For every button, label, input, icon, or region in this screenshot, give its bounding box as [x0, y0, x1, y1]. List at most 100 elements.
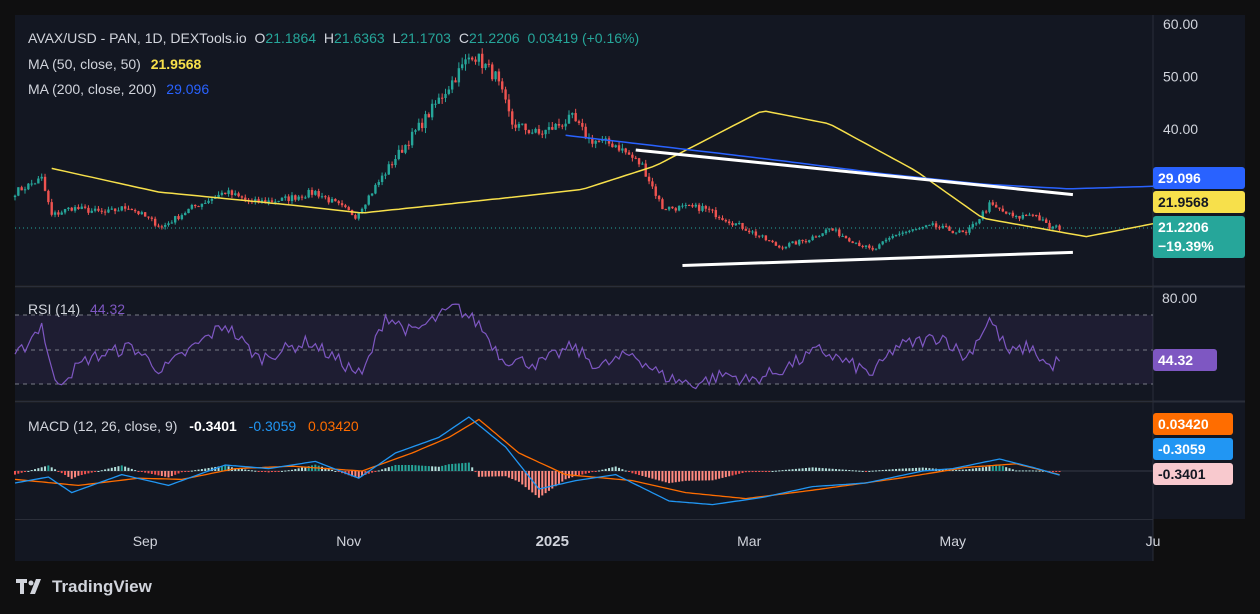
macd-histogram-bar [574, 471, 577, 477]
candle-body [23, 189, 27, 191]
candle-body [310, 189, 314, 195]
candle-body [627, 152, 631, 155]
candle-body [617, 145, 621, 151]
macd-histogram-bar [514, 471, 517, 481]
candle-body [514, 124, 517, 128]
rsi-pane[interactable] [15, 288, 1153, 400]
macd-histogram-bar [691, 471, 694, 481]
macd-histogram-bar [411, 465, 414, 471]
candle-body [1004, 211, 1008, 214]
macd-histogram-bar [127, 467, 130, 471]
macd-histogram-bar [104, 469, 107, 471]
macd-histogram-bar [57, 471, 60, 472]
macd-histogram-bar [117, 466, 120, 471]
signal-value: -0.3059 [248, 418, 297, 434]
macd-histogram-bar [427, 466, 430, 471]
candle-body [657, 195, 661, 200]
macd-histogram-bar [237, 468, 240, 471]
candle-body [347, 207, 350, 211]
rsi-label: RSI (14) [28, 301, 81, 317]
time-axis[interactable] [15, 519, 1153, 561]
rsi-legend[interactable]: RSI (14) 44.32 [28, 300, 125, 318]
upper-trendline[interactable] [635, 148, 1074, 197]
candle-body [631, 154, 634, 158]
candle-body [868, 245, 871, 248]
macd-histogram-bar [44, 466, 47, 471]
macd-histogram-bar [541, 471, 544, 496]
candle-body [20, 187, 23, 191]
macd-histogram-bar [87, 471, 90, 474]
candle-body [911, 229, 914, 231]
macd-legend[interactable]: MACD (12, 26, close, 9) -0.3401 -0.3059 … [28, 417, 359, 435]
candle-body [547, 127, 551, 130]
candle-body [651, 181, 654, 187]
macd-histogram-bar [290, 469, 293, 471]
macd-histogram-bar [297, 468, 300, 471]
candle-body [360, 208, 364, 213]
macd-histogram-bar [1001, 466, 1004, 471]
candle-body [227, 190, 230, 194]
lower-trendline[interactable] [682, 250, 1073, 267]
candle-body [1018, 215, 1021, 219]
candle-body [644, 163, 647, 177]
macd-histogram-bar [391, 466, 394, 471]
ma200-legend[interactable]: MA (200, close, 200) 29.096 [28, 80, 209, 98]
macd-histogram-bar [644, 471, 647, 477]
candle-body [284, 196, 287, 198]
candle-body [327, 197, 330, 203]
candle-body [501, 81, 504, 90]
tradingview-logo[interactable]: TradingView [16, 577, 152, 597]
macd-histogram-bar [437, 466, 440, 471]
candle-body [133, 210, 137, 212]
candle-body [337, 201, 340, 204]
price-tick-label: 50.00 [1163, 69, 1198, 85]
candle-body [297, 196, 300, 200]
candle-body [127, 208, 130, 210]
ma200-line [565, 134, 1154, 190]
candle-body [998, 207, 1001, 209]
ma50-legend[interactable]: MA (50, close, 50) 21.9568 [28, 55, 201, 73]
candle-body [83, 206, 87, 208]
macd-histogram-bar [741, 471, 744, 474]
candle-body [1038, 215, 1041, 221]
macd-histogram-bar [304, 466, 307, 471]
candle-body [324, 196, 327, 198]
candle-body [170, 222, 174, 224]
macd-histogram-bar [1031, 470, 1034, 472]
macd-histogram-bar [681, 471, 684, 482]
candle-body [724, 219, 728, 222]
macd-histogram-bar [664, 471, 667, 483]
macd-histogram-bar [250, 470, 253, 472]
macd-histogram-bar [491, 471, 494, 477]
macd-histogram-bar [24, 471, 27, 472]
rsi-line [14, 303, 1061, 390]
macd-histogram-bar [674, 471, 677, 483]
macd-histogram-bar [244, 469, 247, 471]
trendlines-layer[interactable] [635, 148, 1074, 267]
macd-histogram-bar [1025, 470, 1028, 472]
macd-histogram-bar [925, 467, 928, 471]
macd-histogram-bar [401, 465, 404, 471]
main-pane[interactable] [15, 15, 1153, 285]
candle-body [611, 143, 614, 148]
candle-body [771, 240, 774, 243]
macd-histogram-bar [170, 471, 173, 477]
macd-histogram-bar [247, 469, 250, 471]
symbol-legend[interactable]: AVAX/USD - PAN, 1D, DEXTools.io O21.1864… [28, 29, 639, 47]
price-axis[interactable] [1153, 15, 1245, 519]
macd-histogram-bar [694, 471, 697, 481]
macd-histogram-bar [277, 471, 280, 472]
macd-pane[interactable] [15, 403, 1153, 519]
macd-histogram-bar [220, 465, 223, 471]
moving-averages-layer [51, 110, 1154, 238]
candle-body [874, 248, 878, 250]
candle-body [821, 233, 824, 236]
macd-histogram-bar [444, 465, 447, 471]
macd-histogram-bar [788, 469, 791, 471]
candle-body [641, 163, 644, 165]
macd-histogram-bar [975, 468, 978, 471]
candle-body [237, 193, 240, 197]
candle-body [357, 212, 360, 219]
macd-histogram-bar [100, 470, 103, 472]
candle-body [380, 175, 384, 183]
